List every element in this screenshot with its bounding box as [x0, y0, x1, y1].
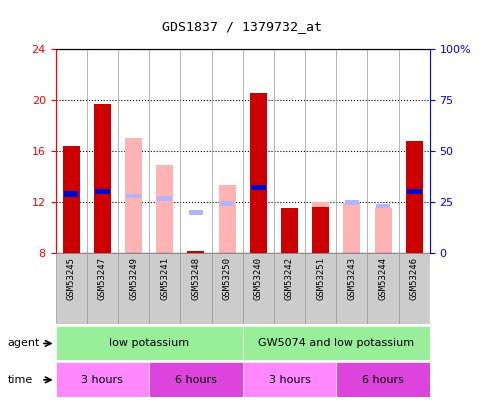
Bar [250, 93, 267, 253]
Bar [251, 185, 266, 190]
Bar [220, 201, 234, 206]
Text: GSM53248: GSM53248 [191, 257, 200, 300]
Bar [312, 207, 329, 253]
Bar [149, 253, 180, 324]
Bar [344, 200, 359, 205]
Bar [187, 251, 204, 253]
Text: 3 hours: 3 hours [269, 375, 311, 385]
Bar [368, 253, 398, 324]
Bar [374, 209, 392, 253]
Text: agent: agent [7, 339, 40, 348]
Bar [118, 253, 149, 324]
Text: GSM53243: GSM53243 [347, 257, 356, 300]
Bar [398, 253, 430, 324]
Text: low potassium: low potassium [109, 338, 189, 348]
Bar [407, 189, 422, 194]
Bar [63, 146, 80, 253]
Bar [305, 253, 336, 324]
Bar [56, 362, 149, 397]
Text: 6 hours: 6 hours [362, 375, 404, 385]
Text: GSM53246: GSM53246 [410, 257, 419, 300]
Bar [149, 362, 242, 397]
Text: GSM53245: GSM53245 [67, 257, 76, 300]
Bar [56, 253, 87, 324]
Text: GDS1837 / 1379732_at: GDS1837 / 1379732_at [161, 20, 322, 33]
Text: time: time [7, 375, 32, 385]
Bar [336, 362, 430, 397]
Bar [242, 362, 336, 397]
Text: GSM53241: GSM53241 [160, 257, 169, 300]
Bar [94, 104, 111, 253]
Bar [312, 202, 329, 253]
Bar [189, 210, 203, 215]
Bar [281, 209, 298, 253]
Text: GSM53251: GSM53251 [316, 257, 325, 300]
Text: GSM53242: GSM53242 [285, 257, 294, 300]
Bar [126, 194, 141, 198]
Text: 6 hours: 6 hours [175, 375, 217, 385]
Bar [242, 326, 430, 360]
Text: GSM53240: GSM53240 [254, 257, 263, 300]
Text: GSM53250: GSM53250 [223, 257, 232, 300]
Bar [212, 253, 242, 324]
Bar [218, 185, 236, 253]
Bar [95, 189, 110, 194]
Bar [56, 326, 242, 360]
Bar [87, 253, 118, 324]
Text: GW5074 and low potassium: GW5074 and low potassium [258, 338, 414, 348]
Bar [125, 138, 142, 253]
Bar [406, 141, 423, 253]
Bar [376, 204, 390, 209]
Bar [336, 253, 368, 324]
Bar [64, 191, 78, 197]
Text: GSM53244: GSM53244 [379, 257, 387, 300]
Text: GSM53247: GSM53247 [98, 257, 107, 300]
Bar [180, 253, 212, 324]
Bar [156, 165, 173, 253]
Bar [274, 253, 305, 324]
Text: GSM53249: GSM53249 [129, 257, 138, 300]
Bar [157, 196, 172, 201]
Text: 3 hours: 3 hours [82, 375, 123, 385]
Bar [242, 253, 274, 324]
Bar [343, 203, 360, 253]
